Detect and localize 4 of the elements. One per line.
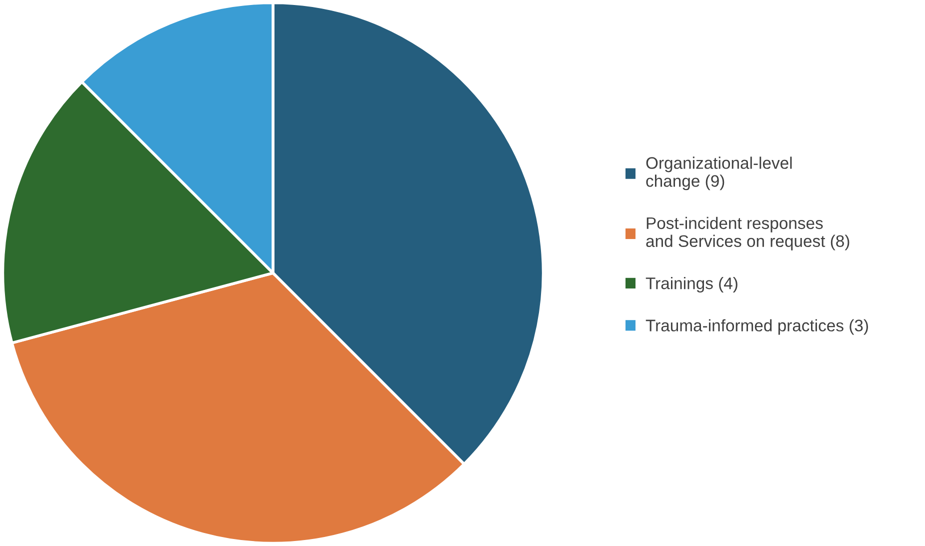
legend-label: Post-incident responses and Services on request (8) [646, 216, 850, 250]
legend-label: Trainings (4) [646, 276, 738, 293]
legend-label: Trauma-informed practices (3) [646, 319, 868, 335]
legend-label: Organizational-level change (9) [646, 156, 792, 190]
